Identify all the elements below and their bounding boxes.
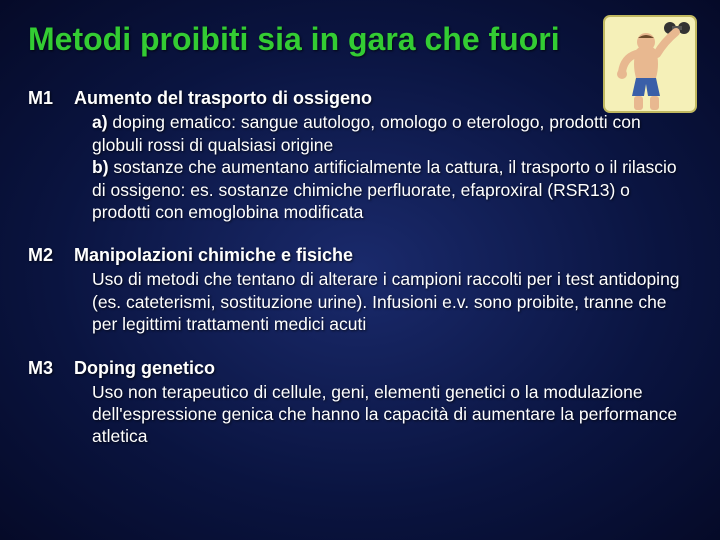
item-code: M3 [28,358,74,448]
list-item: M2 Manipolazioni chimiche e fisiche Uso … [28,245,692,335]
item-heading: Aumento del trasporto di ossigeno [74,88,692,109]
item-content: Aumento del trasporto di ossigeno a) dop… [74,88,692,223]
item-content: Doping genetico Uso non terapeutico di c… [74,358,692,448]
item-body: Uso non terapeutico di cellule, geni, el… [74,381,692,448]
bodybuilder-icon [602,14,698,114]
slide-title: Metodi proibiti sia in gara che fuori [28,20,692,58]
item-code: M2 [28,245,74,335]
slide: Metodi proibiti sia in gara che fuori M1… [0,0,720,540]
list-item: M3 Doping genetico Uso non terapeutico d… [28,358,692,448]
item-heading: Manipolazioni chimiche e fisiche [74,245,692,266]
item-body: a) doping ematico: sangue autologo, omol… [74,111,692,223]
item-content: Manipolazioni chimiche e fisiche Uso di … [74,245,692,335]
item-heading: Doping genetico [74,358,692,379]
list-item: M1 Aumento del trasporto di ossigeno a) … [28,88,692,223]
item-body: Uso di metodi che tentano di alterare i … [74,268,692,335]
item-code: M1 [28,88,74,223]
